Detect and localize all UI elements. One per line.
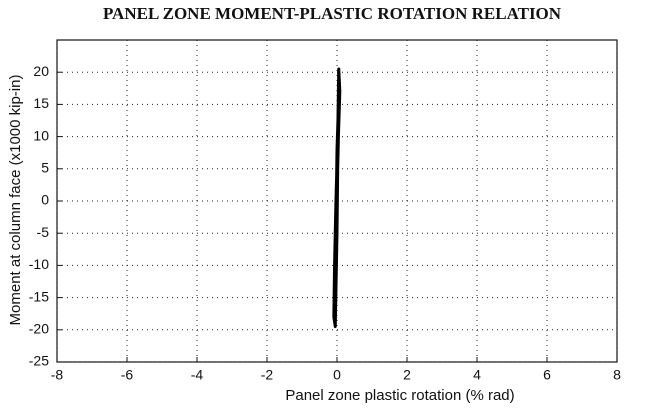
x-tick-label: -2 bbox=[261, 367, 274, 383]
x-tick-label: -8 bbox=[51, 367, 64, 383]
y-tick-label: -20 bbox=[29, 321, 49, 337]
x-axis-label: Panel zone plastic rotation (% rad) bbox=[285, 387, 514, 404]
x-tick-label: 4 bbox=[473, 367, 481, 383]
y-tick-label: -5 bbox=[37, 224, 50, 240]
x-tick-label: -4 bbox=[191, 367, 204, 383]
y-tick-label: -10 bbox=[29, 256, 49, 272]
y-tick-label: 0 bbox=[41, 192, 49, 208]
x-tick-label: 6 bbox=[543, 367, 551, 383]
y-tick-label: 20 bbox=[33, 63, 49, 79]
y-tick-label: 10 bbox=[33, 127, 49, 143]
y-tick-label: -15 bbox=[29, 288, 49, 304]
y-tick-label: -25 bbox=[29, 353, 49, 369]
y-axis-label: Moment at column face (x1000 kip-in) bbox=[7, 75, 24, 326]
x-tick-label: 0 bbox=[333, 367, 341, 383]
y-tick-label: 15 bbox=[33, 95, 49, 111]
hysteresis-line bbox=[332, 67, 342, 329]
x-tick-label: 8 bbox=[613, 367, 621, 383]
x-tick-label: 2 bbox=[403, 367, 411, 383]
x-tick-label: -6 bbox=[121, 367, 134, 383]
y-tick-label: 5 bbox=[41, 160, 49, 176]
chart-title: PANEL ZONE MOMENT-PLASTIC ROTATION RELAT… bbox=[103, 4, 562, 23]
